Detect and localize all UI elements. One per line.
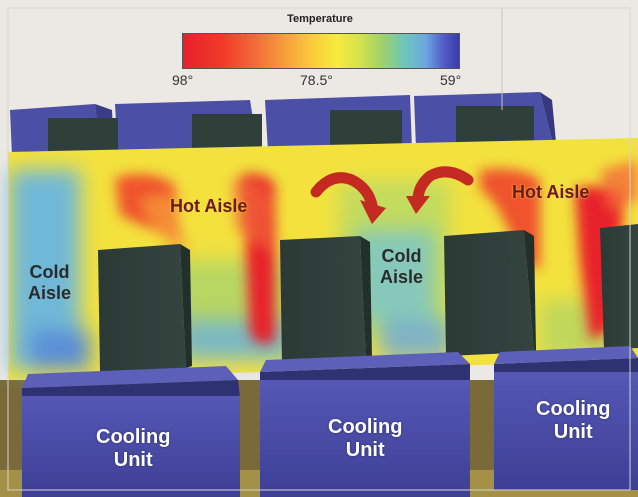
cold-aisle-left-line2: Aisle	[28, 282, 72, 303]
cooling-unit-label-1: Cooling Unit	[96, 426, 170, 472]
cooling-unit-2-line1: Cooling	[328, 416, 403, 438]
cooling-unit-label-2: Cooling Unit	[328, 416, 402, 462]
cooling-unit-1-line1: Cooling	[96, 426, 171, 448]
cooling-unit-2-line2: Unit	[345, 439, 385, 461]
cooling-unit-label-3: Cooling Unit	[536, 398, 610, 444]
hot-aisle-label-left: Hot Aisle	[170, 196, 248, 216]
legend-tick-low: 59°	[440, 72, 462, 88]
cooling-unit-3-line1: Cooling	[536, 398, 611, 420]
cold-aisle-center-line1: Cold	[381, 246, 422, 266]
temperature-color-scale	[182, 33, 460, 69]
cooling-unit-1-line2: Unit	[113, 449, 153, 471]
cold-aisle-left-line1: Cold	[29, 262, 70, 282]
left-airflow-arrow	[310, 172, 378, 211]
cooling-unit-3-line2: Unit	[553, 421, 593, 443]
airflow-arrows	[310, 166, 474, 211]
right-airflow-arrow	[412, 166, 474, 206]
hot-aisle-label-right: Hot Aisle	[512, 182, 590, 202]
right-arrow-head-icon	[406, 196, 430, 214]
cooling-units	[22, 346, 638, 497]
cold-aisle-label-left: Cold Aisle	[28, 262, 71, 303]
left-arrow-head-icon	[360, 200, 386, 224]
legend-tick-mid: 78.5°	[300, 72, 333, 88]
legend-title: Temperature	[287, 13, 353, 25]
legend-tick-high: 98°	[172, 72, 194, 88]
server-racks	[98, 224, 638, 372]
cold-aisle-center-line2: Aisle	[380, 266, 424, 287]
cold-aisle-label-center: Cold Aisle	[380, 246, 423, 287]
